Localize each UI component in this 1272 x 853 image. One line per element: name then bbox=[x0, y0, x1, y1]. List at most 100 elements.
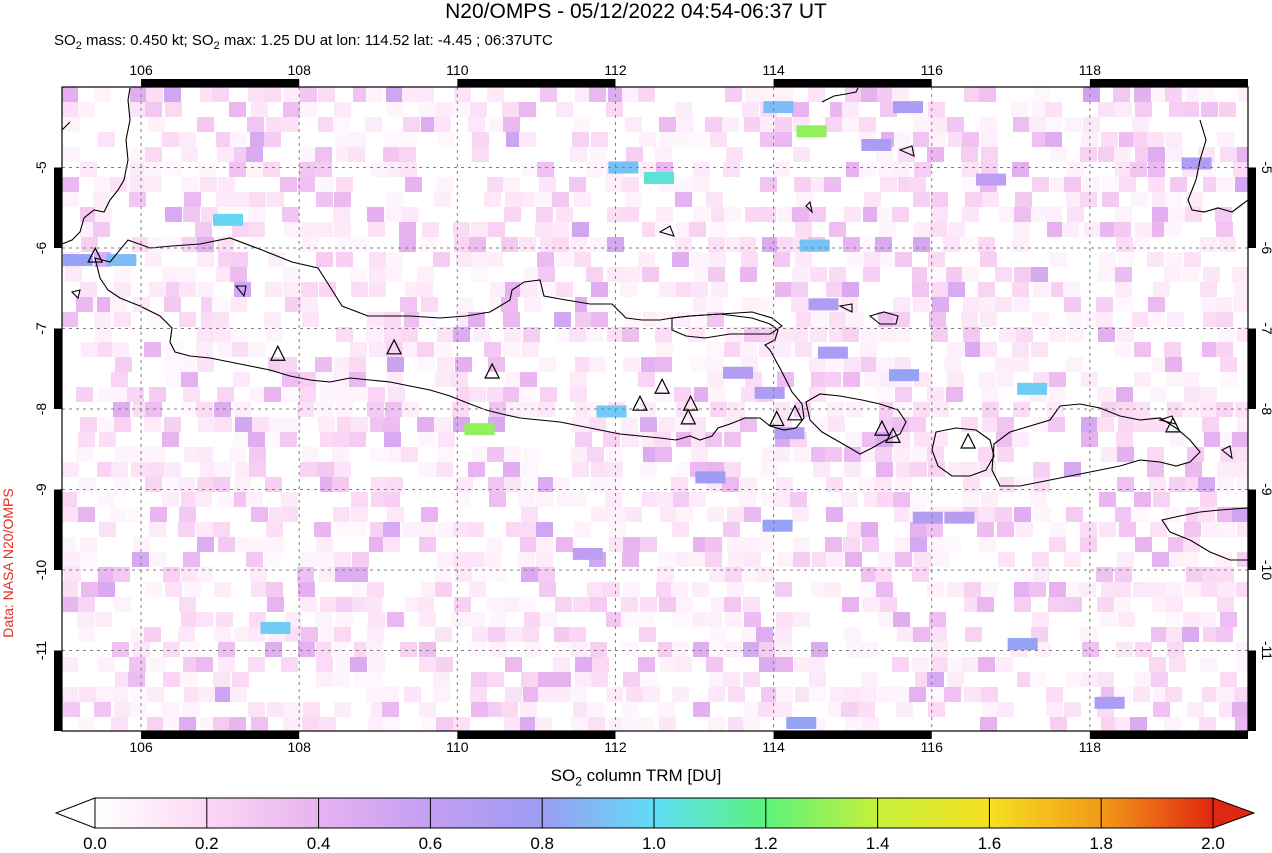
so2-hotspot-pixels bbox=[62, 101, 1212, 729]
so2-pixel bbox=[180, 672, 197, 687]
so2-pixel bbox=[864, 492, 881, 507]
so2-pixel bbox=[961, 417, 978, 432]
so2-pixel bbox=[1119, 177, 1136, 192]
so2-pixel bbox=[385, 207, 402, 222]
so2-pixel bbox=[94, 87, 111, 102]
so2-pixel bbox=[489, 117, 506, 132]
so2-pixel bbox=[659, 282, 676, 297]
so2-pixel bbox=[165, 477, 182, 492]
so2-pixel bbox=[1046, 117, 1063, 132]
so2-pixel bbox=[127, 387, 144, 402]
so2-pixel bbox=[384, 132, 401, 147]
so2-pixel bbox=[1220, 372, 1237, 387]
so2-pixel bbox=[914, 552, 931, 567]
so2-pixel bbox=[811, 582, 828, 597]
so2-pixel bbox=[552, 237, 569, 252]
so2-pixel bbox=[1235, 717, 1248, 731]
so2-pixel bbox=[522, 192, 539, 207]
so2-pixel bbox=[538, 477, 555, 492]
so2-pixel bbox=[386, 342, 403, 357]
so2-pixel bbox=[556, 102, 573, 117]
so2-pixel bbox=[591, 672, 608, 687]
so2-pixel bbox=[385, 267, 402, 282]
so2-pixel bbox=[1166, 252, 1183, 267]
so2-pixel bbox=[115, 672, 132, 687]
so2-pixel bbox=[402, 522, 419, 537]
so2-pixel bbox=[248, 87, 265, 102]
so2-pixel bbox=[383, 492, 400, 507]
so2-pixel bbox=[487, 87, 504, 102]
so2-pixel bbox=[707, 507, 724, 522]
so2-pixel bbox=[251, 537, 268, 552]
so2-pixel bbox=[369, 267, 386, 282]
so2-pixel bbox=[1066, 672, 1083, 687]
so2-pixel bbox=[456, 297, 473, 312]
so2-pixel bbox=[1101, 717, 1118, 731]
so2-pixel bbox=[281, 387, 298, 402]
so2-pixel bbox=[1118, 252, 1135, 267]
lombok-coastline bbox=[931, 427, 995, 477]
so2-pixel bbox=[369, 252, 386, 267]
so2-pixel bbox=[1098, 267, 1115, 282]
so2-pixel bbox=[640, 417, 657, 432]
so2-pixel bbox=[914, 162, 931, 177]
so2-pixel bbox=[722, 117, 739, 132]
so2-pixel bbox=[996, 657, 1013, 672]
so2-pixel bbox=[234, 627, 251, 642]
so2-pixel bbox=[1152, 552, 1169, 567]
so2-pixel bbox=[844, 687, 861, 702]
so2-pixel bbox=[435, 627, 452, 642]
so2-pixel bbox=[980, 717, 997, 731]
so2-pixel bbox=[775, 627, 792, 642]
so2-pixel bbox=[606, 447, 623, 462]
so2-pixel bbox=[472, 447, 489, 462]
so2-pixel bbox=[709, 672, 726, 687]
so2-pixel bbox=[1101, 582, 1118, 597]
so2-pixel bbox=[693, 207, 710, 222]
so2-pixel bbox=[218, 537, 235, 552]
so2-pixel bbox=[573, 117, 590, 132]
so2-pixel bbox=[964, 87, 981, 102]
so2-pixel bbox=[1049, 537, 1066, 552]
so2-pixel bbox=[487, 447, 504, 462]
so2-pixel bbox=[1165, 612, 1182, 627]
so2-pixel bbox=[1186, 567, 1203, 582]
so2-pixel bbox=[706, 342, 723, 357]
colorbar-tick-label: 1.6 bbox=[978, 834, 1002, 853]
so2-pixel bbox=[350, 657, 367, 672]
so2-pixel bbox=[435, 372, 452, 387]
so2-pixel bbox=[350, 267, 367, 282]
so2-pixel bbox=[586, 327, 603, 342]
so2-pixel bbox=[574, 252, 591, 267]
so2-pixel bbox=[1099, 522, 1116, 537]
so2-pixel bbox=[214, 582, 231, 597]
so2-pixel bbox=[1133, 132, 1150, 147]
so2-pixel bbox=[741, 627, 758, 642]
so2-pixel bbox=[571, 642, 588, 657]
so2-pixel bbox=[1182, 372, 1199, 387]
so2-pixel bbox=[861, 672, 878, 687]
so2-pixel bbox=[709, 642, 726, 657]
so2-pixel bbox=[455, 567, 472, 582]
so2-pixel bbox=[861, 87, 878, 102]
so2-pixel bbox=[745, 87, 762, 102]
so2-pixel bbox=[520, 717, 537, 731]
so2-pixel bbox=[229, 102, 246, 117]
so2-pixel bbox=[932, 402, 949, 417]
so2-pixel bbox=[981, 132, 998, 147]
so2-pixel bbox=[468, 117, 485, 132]
so2-pixel bbox=[521, 462, 538, 477]
so2-pixel bbox=[131, 627, 148, 642]
so2-pixel bbox=[932, 282, 949, 297]
so2-pixel bbox=[1218, 582, 1235, 597]
so2-pixel bbox=[965, 627, 982, 642]
so2-pixel bbox=[727, 537, 744, 552]
so2-pixel bbox=[1065, 117, 1082, 132]
so2-pixel bbox=[267, 192, 284, 207]
so2-pixel bbox=[456, 477, 473, 492]
so2-pixel bbox=[896, 462, 913, 477]
so2-pixel bbox=[487, 672, 504, 687]
so2-pixel bbox=[759, 642, 776, 657]
so2-pixel bbox=[471, 672, 488, 687]
so2-pixel bbox=[864, 372, 881, 387]
